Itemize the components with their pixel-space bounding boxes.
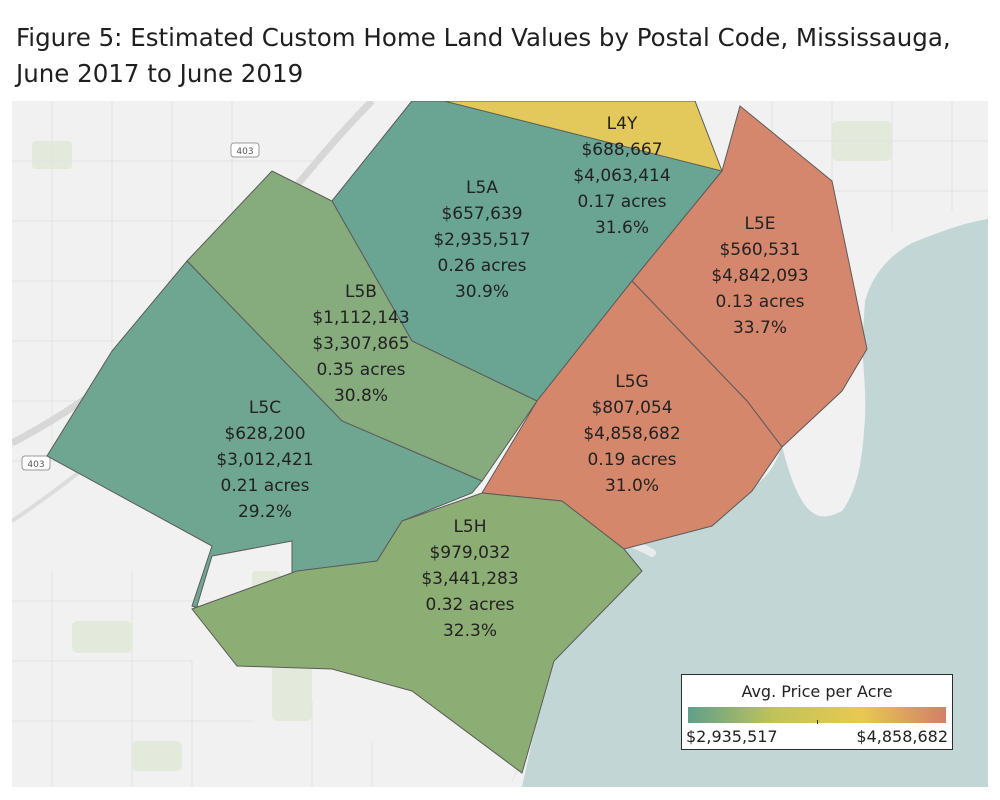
- color-legend: Avg. Price per Acre $2,935,517 $4,858,68…: [681, 674, 953, 750]
- price-per-acre: $4,842,093: [711, 266, 808, 286]
- share-percent: 31.0%: [605, 476, 659, 496]
- highway-label: 403: [27, 460, 44, 470]
- avg-land-value: $979,032: [429, 543, 510, 563]
- region-code: L5E: [744, 214, 775, 234]
- share-percent: 31.6%: [595, 218, 649, 238]
- price-per-acre: $4,858,682: [583, 424, 680, 444]
- price-per-acre: $2,935,517: [433, 230, 530, 250]
- legend-min-label: $2,935,517: [686, 727, 778, 746]
- region-label-L5B: L5B $1,112,143 $3,307,865 0.35 acres 30.8%: [312, 282, 409, 406]
- region-code: L4Y: [607, 114, 638, 134]
- region-label-L5A: L5A $657,639 $2,935,517 0.26 acres 30.9%: [433, 178, 530, 302]
- basemap-streets: [12, 101, 988, 787]
- lot-size: 0.19 acres: [588, 450, 677, 470]
- price-per-acre: $4,063,414: [573, 166, 670, 186]
- lot-size: 0.26 acres: [438, 256, 527, 276]
- avg-land-value: $560,531: [719, 240, 800, 260]
- avg-land-value: $1,112,143: [312, 308, 409, 328]
- price-per-acre: $3,441,283: [421, 569, 518, 589]
- region-code: L5G: [615, 372, 648, 392]
- region-L5G[interactable]: [481, 280, 783, 550]
- share-percent: 32.3%: [443, 621, 497, 641]
- price-per-acre: $3,307,865: [312, 334, 409, 354]
- legend-gradient-bar: [688, 707, 946, 723]
- region-shape[interactable]: [481, 280, 783, 550]
- region-label-L4Y: L4Y $688,667 $4,063,414 0.17 acres 31.6%: [573, 114, 670, 238]
- avg-land-value: $688,667: [581, 140, 662, 160]
- highway-label: 403: [236, 147, 253, 157]
- region-L5H[interactable]: [191, 492, 643, 774]
- lake-ontario: [522, 219, 988, 787]
- lot-size: 0.17 acres: [578, 192, 667, 212]
- lot-size: 0.21 acres: [221, 476, 310, 496]
- choropleth-map[interactable]: 403 403 L4Y $688,6: [12, 101, 988, 787]
- legend-max-label: $4,858,682: [856, 727, 948, 746]
- region-code: L5H: [453, 517, 486, 537]
- region-shape[interactable]: [191, 492, 643, 774]
- highway-shield-2: 403: [21, 455, 51, 471]
- legend-title: Avg. Price per Acre: [741, 682, 893, 701]
- lot-size: 0.32 acres: [426, 595, 515, 615]
- share-percent: 33.7%: [733, 318, 787, 338]
- share-percent: 29.2%: [238, 502, 292, 522]
- lot-size: 0.35 acres: [317, 360, 406, 380]
- region-label-L5G: L5G $807,054 $4,858,682 0.19 acres 31.0%: [583, 372, 680, 496]
- region-L5C[interactable]: [46, 260, 483, 612]
- region-label-L5C: L5C $628,200 $3,012,421 0.21 acres 29.2%: [216, 398, 313, 522]
- share-percent: 30.9%: [455, 282, 509, 302]
- lot-size: 0.13 acres: [716, 292, 805, 312]
- avg-land-value: $628,200: [224, 424, 305, 444]
- price-per-acre: $3,012,421: [216, 450, 313, 470]
- avg-land-value: $657,639: [441, 204, 522, 224]
- legend-tick-mark: [817, 720, 819, 724]
- highway-shield-1: 403: [230, 142, 260, 158]
- map-title: Figure 5: Estimated Custom Home Land Val…: [16, 23, 951, 88]
- region-code: L5B: [345, 282, 377, 302]
- region-label-L5H: L5H $979,032 $3,441,283 0.32 acres 32.3%: [421, 517, 518, 641]
- region-code: L5C: [249, 398, 281, 418]
- share-percent: 30.8%: [334, 386, 388, 406]
- region-code: L5A: [466, 178, 498, 198]
- avg-land-value: $807,054: [591, 398, 672, 418]
- region-label-L5E: L5E $560,531 $4,842,093 0.13 acres 33.7%: [711, 214, 808, 338]
- region-shape[interactable]: [46, 260, 483, 612]
